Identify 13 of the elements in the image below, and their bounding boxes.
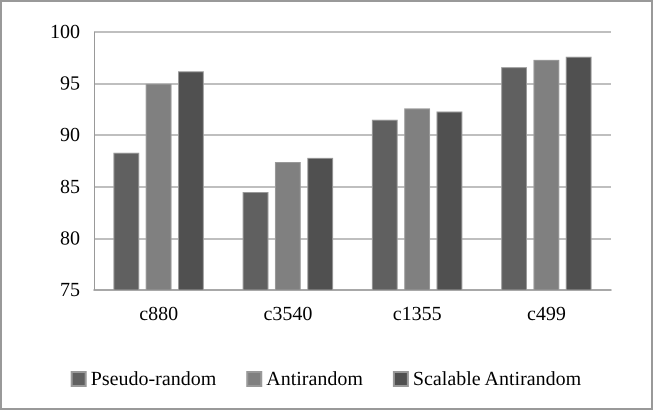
y-tick-label: 80	[60, 227, 80, 250]
y-tick-label: 95	[60, 72, 80, 95]
x-tick-label: c3540	[263, 303, 312, 325]
legend-label: Pseudo-random	[90, 368, 217, 390]
legend-label: Antirandom	[266, 368, 364, 390]
x-tick-label: c880	[139, 303, 178, 325]
y-tick-label: 90	[60, 124, 80, 146]
x-tick-label: c1355	[392, 303, 442, 325]
y-tick-label: 100	[50, 21, 80, 43]
y-tick-label: 85	[60, 176, 80, 198]
y-tick-label: 75	[60, 279, 80, 301]
x-tick-label: c499	[526, 303, 566, 325]
legend-label: Scalable Antirandom	[412, 368, 582, 390]
